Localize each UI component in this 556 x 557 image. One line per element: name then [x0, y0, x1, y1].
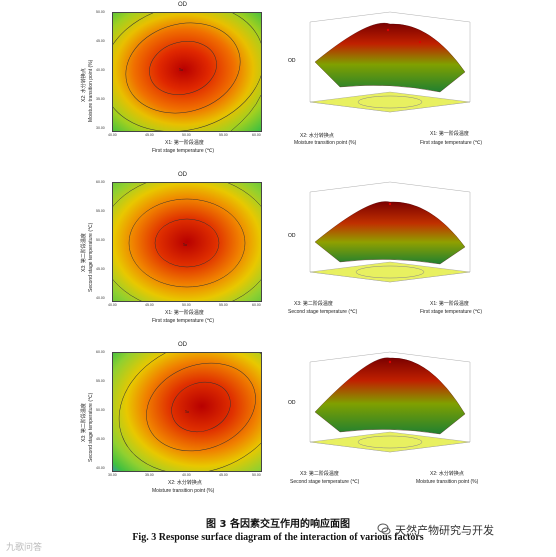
- x-tick: 45.00: [219, 473, 228, 477]
- x-axis-label-en: Moisture transition point (%): [152, 488, 215, 494]
- x-tick: 40.00: [182, 473, 191, 477]
- center-label: 5a: [185, 409, 189, 414]
- surface-axis-right-cn: X1: 第一阶段温度: [430, 131, 469, 137]
- surface-axis-right-cn: X2: 水分转换点: [430, 471, 464, 477]
- contour-map: 5a: [113, 13, 261, 131]
- x-axis-label-cn: X1: 第一阶段温度: [165, 140, 204, 146]
- surface-axis-right-en: Moisture transition point (%): [416, 479, 479, 485]
- contour-plot-3: OD 5a 60.00 55.00 50.00 45.00 4: [60, 342, 290, 502]
- contour-title: OD: [178, 172, 187, 178]
- y-tick: 50.00: [96, 10, 105, 14]
- x-tick: 40.00: [108, 303, 117, 307]
- z-axis-label: OD: [288, 58, 296, 64]
- y-tick: 55.00: [96, 379, 105, 383]
- y-tick: 50.00: [96, 408, 105, 412]
- y-axis-label-cn: X3: 第二阶段温度: [81, 233, 87, 272]
- center-label: 5a: [183, 242, 187, 247]
- center-label: 5a: [179, 67, 183, 72]
- z-axis-label: OD: [288, 233, 296, 239]
- surface-axis-left-en: Second stage temperature (℃): [290, 479, 360, 485]
- y-tick: 50.00: [96, 238, 105, 242]
- y-axis-label-cn: X3: 第二阶段温度: [81, 403, 87, 442]
- y-axis-label-en: Second stage temperature (℃): [88, 392, 94, 462]
- x-tick: 50.00: [182, 133, 191, 137]
- figure-caption-en: Fig. 3 Response surface diagram of the i…: [132, 532, 424, 543]
- y-tick: 60.00: [96, 350, 105, 354]
- x-tick: 60.00: [252, 133, 261, 137]
- y-tick: 30.00: [96, 126, 105, 130]
- y-axis-label-en: Second stage temperature (℃): [88, 222, 94, 292]
- x-axis-label-en: First stage temperature (℃): [152, 318, 215, 324]
- x-tick: 55.00: [219, 303, 228, 307]
- surface-plot-1: OD X2: 水分转换点 Moisture transition point (…: [280, 2, 556, 162]
- watermark-left: 九歌问答: [6, 543, 43, 553]
- surface-axis-left-cn: X3: 第二阶段温度: [294, 301, 333, 307]
- x-tick: 55.00: [219, 133, 228, 137]
- contour-area: 5a: [112, 12, 262, 132]
- figure-caption-cn: 图 3 各因素交互作用的响应面图: [206, 519, 350, 530]
- y-axis-label-en: Moisture transition point (%): [88, 59, 94, 122]
- y-tick: 40.00: [96, 296, 105, 300]
- contour-area: 5a: [112, 352, 262, 472]
- z-axis-label: OD: [288, 400, 296, 406]
- x-tick: 35.00: [145, 473, 154, 477]
- contour-map: 5a: [113, 353, 261, 471]
- y-tick: 35.00: [96, 97, 105, 101]
- x-axis-label-en: First stage temperature (℃): [152, 148, 215, 154]
- surface-axis-left-cn: X2: 水分转换点: [300, 133, 334, 139]
- x-tick: 50.00: [252, 473, 261, 477]
- surface-axis-right-cn: X1: 第一阶段温度: [430, 301, 469, 307]
- surface-plot-3: OD X3: 第二阶段温度 Second stage temperature (…: [280, 342, 556, 502]
- y-tick: 60.00: [96, 180, 105, 184]
- y-tick: 45.00: [96, 267, 105, 271]
- contour-title: OD: [178, 342, 187, 348]
- contour-map: 5a: [113, 183, 261, 301]
- x-tick: 45.00: [145, 303, 154, 307]
- contour-plot-2: OD 5a 60.00 55.00 50.00 45.00 40.00 40.0: [60, 172, 290, 332]
- contour-area: 5a: [112, 182, 262, 302]
- x-tick: 45.00: [145, 133, 154, 137]
- y-tick: 40.00: [96, 68, 105, 72]
- wechat-icon: [377, 523, 391, 535]
- y-tick: 40.00: [96, 466, 105, 470]
- x-tick: 30.00: [108, 473, 117, 477]
- x-axis-label-cn: X2: 水分转换点: [168, 480, 202, 486]
- surface-axis-left-en: Second stage temperature (℃): [288, 309, 358, 315]
- surface-axis-right-en: First stage temperature (℃): [420, 140, 483, 146]
- surface-axis-left-cn: X3: 第二阶段温度: [300, 471, 339, 477]
- x-tick: 60.00: [252, 303, 261, 307]
- contour-plot-1: OD 5a 50.00 45.00 40.00 35: [60, 2, 290, 162]
- x-axis-label-cn: X1: 第一阶段温度: [165, 310, 204, 316]
- x-tick: 50.00: [182, 303, 191, 307]
- contour-title: OD: [178, 2, 187, 8]
- y-tick: 45.00: [96, 437, 105, 441]
- y-tick: 55.00: [96, 209, 105, 213]
- surface-axis-right-en: First stage temperature (℃): [420, 309, 483, 315]
- y-axis-label-cn: X2: 水分转换点: [81, 68, 87, 102]
- surface-3d: OD: [288, 351, 471, 453]
- x-tick: 40.00: [108, 133, 117, 137]
- y-tick: 45.00: [96, 39, 105, 43]
- watermark-right: 天然产物研究与开发: [395, 524, 494, 537]
- surface-3d: OD: [288, 181, 471, 283]
- surface-plot-2: OD X3: 第二阶段温度 Second stage temperature (…: [280, 172, 556, 332]
- surface-axis-left-en: Moisture transition point (%): [294, 140, 357, 146]
- surface-3d: OD: [288, 11, 471, 113]
